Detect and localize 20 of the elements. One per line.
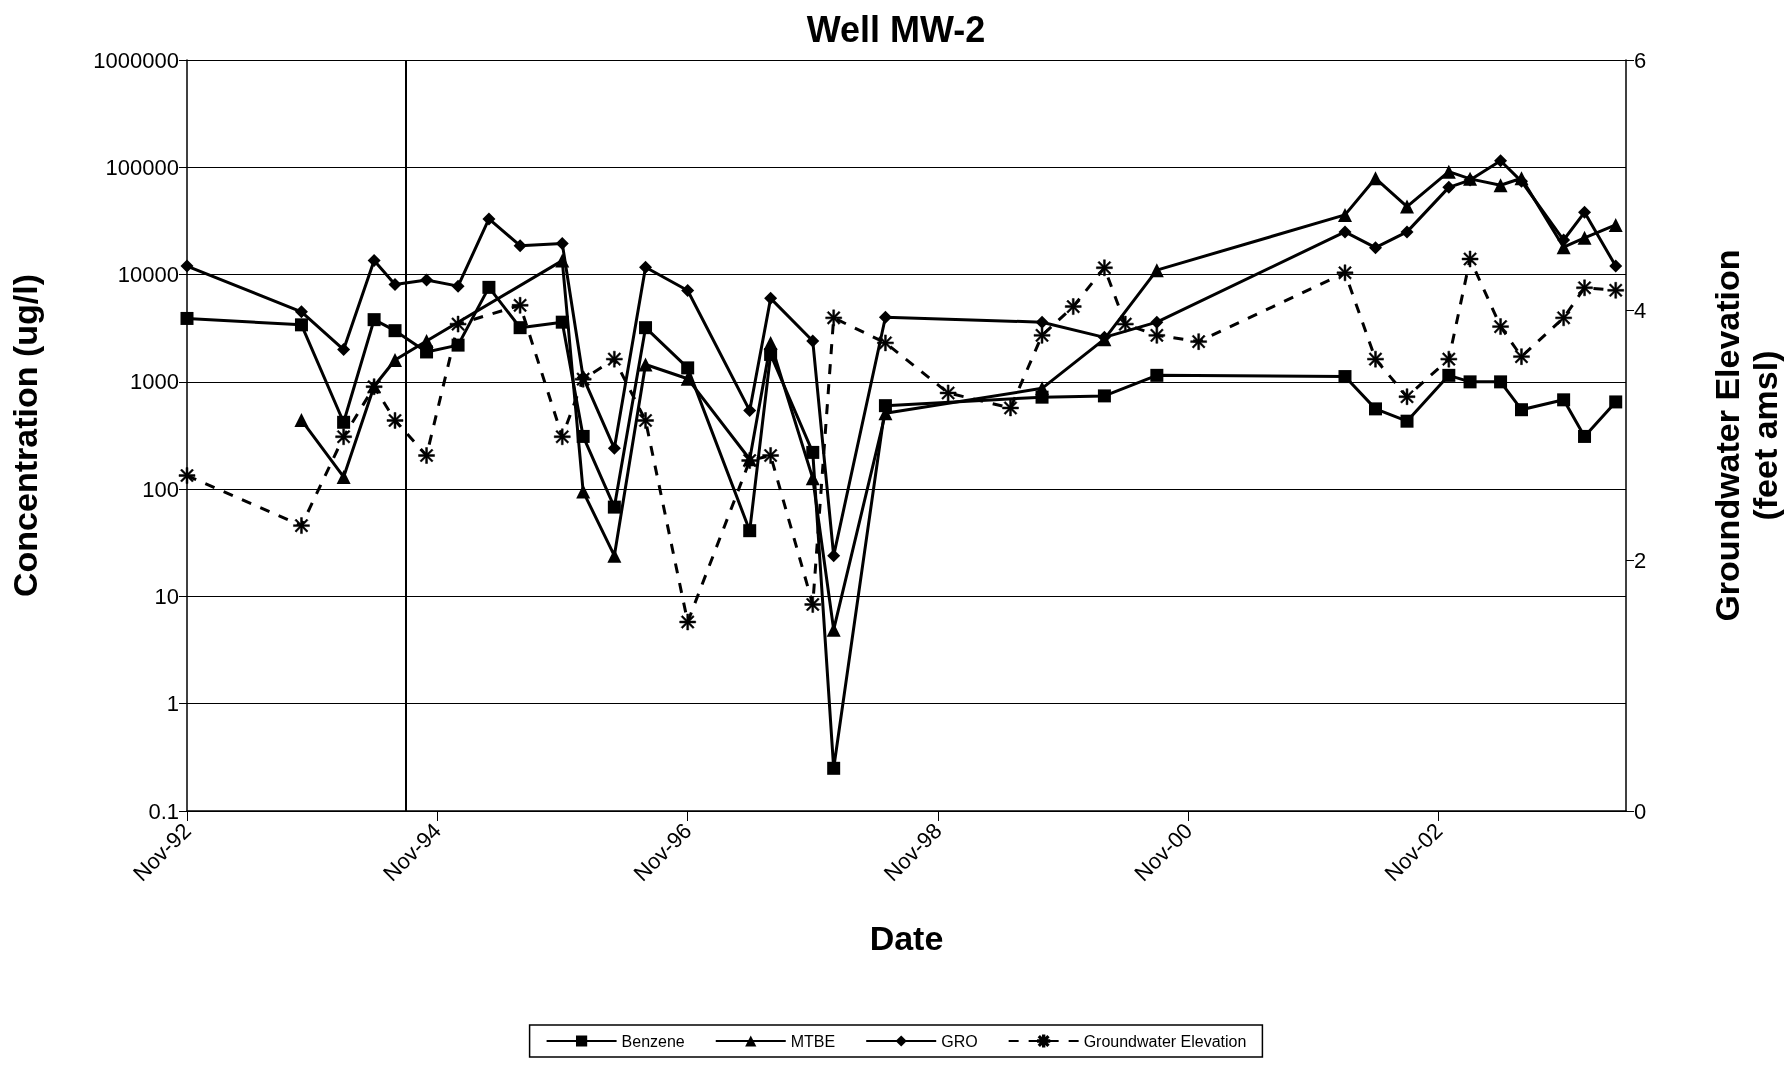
y2-axis-title: Groundwater Elevation (feet amsl) xyxy=(1708,249,1784,622)
y-tick-label: 100000 xyxy=(105,154,179,180)
y-tick-label: 100 xyxy=(142,476,179,502)
y-tick-label: 0.1 xyxy=(148,798,179,824)
y2-tick-label: 6 xyxy=(1634,47,1647,73)
y2-tick-label: 0 xyxy=(1634,798,1647,824)
y-tick-label: 1000 xyxy=(130,369,179,395)
x-axis-title: Date xyxy=(869,919,944,957)
y-tick-label: 10000 xyxy=(117,262,179,288)
chart-title: Well MW-2 xyxy=(806,8,986,50)
y2-tick-label: 2 xyxy=(1634,548,1647,574)
y-tick-label: 10 xyxy=(154,583,179,609)
y2-tick-label: 4 xyxy=(1634,297,1647,323)
legend-label: GRO xyxy=(941,1032,978,1050)
y-tick-label: 1 xyxy=(166,691,179,717)
legend-label: MTBE xyxy=(790,1032,836,1050)
legend-label: Groundwater Elevation xyxy=(1083,1032,1247,1050)
y-tick-label: 1000000 xyxy=(93,47,179,73)
legend-label: Benzene xyxy=(621,1032,685,1050)
y-axis-title: Concentration (ug/l) xyxy=(6,274,44,597)
